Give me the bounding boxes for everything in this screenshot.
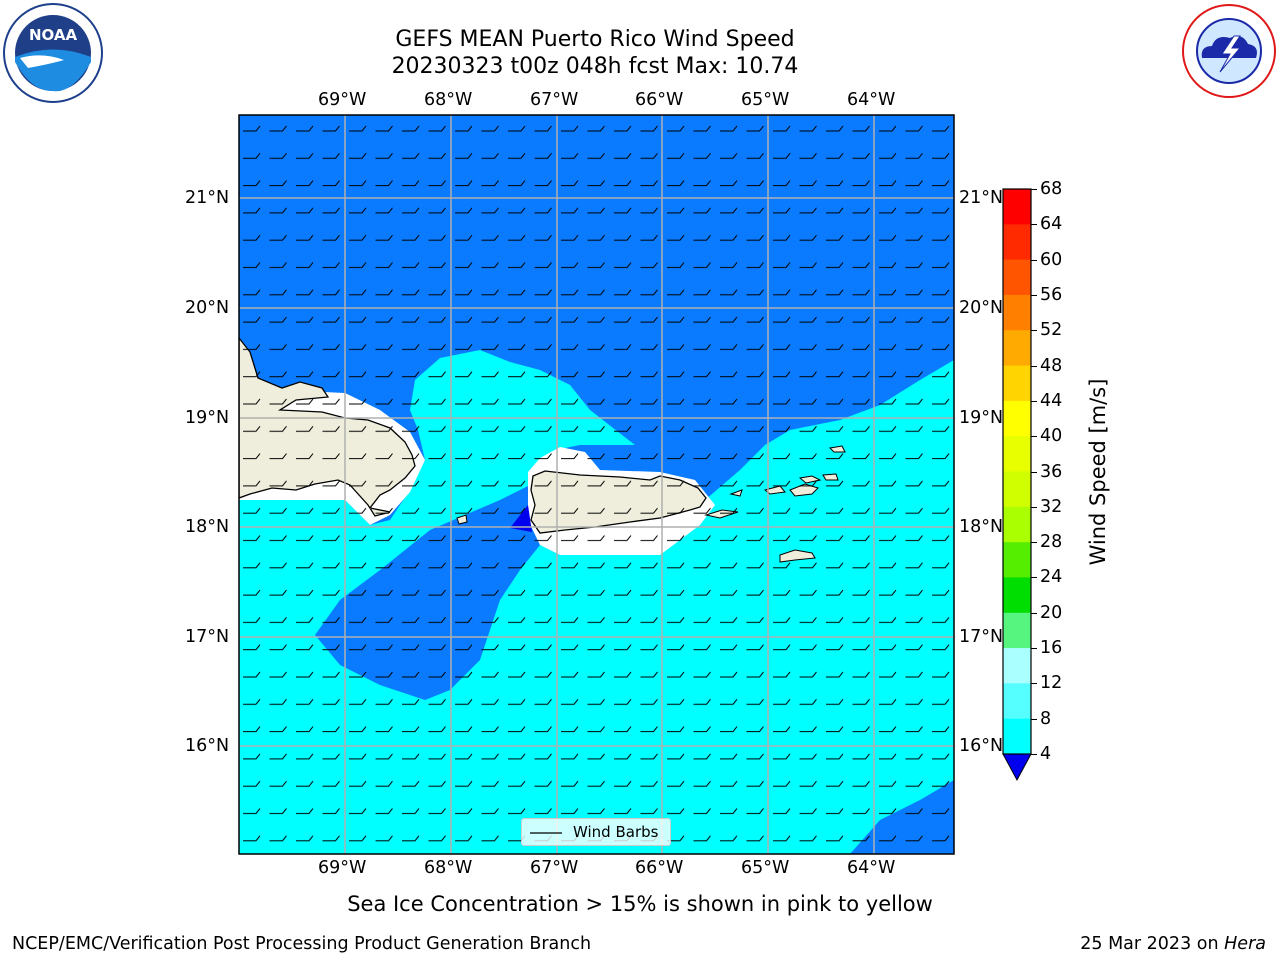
sea-ice-note: Sea Ice Concentration > 15% is shown in … [347, 892, 933, 916]
lat-label-right: 18°N [959, 517, 1004, 537]
noaa-logo-text: NOAA [29, 26, 78, 44]
colorbar-swatch [1003, 400, 1031, 437]
lon-label-bottom: 66°W [635, 858, 684, 878]
colorbar-tick-label: 24 [1040, 567, 1063, 588]
lat-label-right: 16°N [959, 736, 1004, 756]
colorbar-tick-mark [1031, 471, 1037, 473]
colorbar-swatch [1003, 436, 1031, 472]
colorbar-tick-mark [1031, 683, 1037, 685]
lon-label-bottom: 67°W [530, 858, 579, 878]
lon-label-top: 64°W [847, 90, 896, 110]
nws-logo-icon [1178, 2, 1280, 100]
lon-label-top: 69°W [318, 90, 367, 110]
noaa-logo-icon: NOAA [2, 2, 104, 104]
lon-label-bottom: 64°W [847, 858, 896, 878]
colorbar-tick-label: 48 [1040, 355, 1063, 376]
run-date-text: 25 Mar 2023 on [1080, 934, 1219, 954]
lat-label-right: 17°N [959, 627, 1004, 647]
colorbar-tick-mark [1031, 224, 1037, 226]
colorbar-tick-label: 16 [1040, 638, 1063, 659]
lat-label-left: 17°N [185, 627, 230, 647]
colorbar-tick-mark [1031, 365, 1037, 367]
lat-label-left: 21°N [185, 188, 230, 208]
colorbar-tick-mark [1031, 754, 1037, 755]
lat-label-left: 20°N [185, 298, 230, 318]
lat-label-right: 19°N [959, 408, 1004, 428]
lon-label-top: 65°W [741, 90, 790, 110]
lon-label-top: 67°W [530, 90, 579, 110]
lat-label-right: 21°N [959, 188, 1004, 208]
legend-label: Wind Barbs [573, 823, 659, 841]
colorbar-label: Wind Speed [m/s] [1086, 378, 1110, 566]
colorbar-swatch [1003, 259, 1031, 296]
colorbar-tick-mark [1031, 718, 1037, 720]
colorbar-tick-label: 64 [1040, 214, 1063, 235]
colorbar-tick-mark [1031, 436, 1037, 438]
chart-title: GEFS MEAN Puerto Rico Wind Speed [395, 27, 795, 52]
lat-label-left: 18°N [185, 517, 230, 537]
colorbar-swatch [1003, 577, 1031, 614]
colorbar-tick-mark [1031, 294, 1037, 296]
colorbar-tick-label: 52 [1040, 320, 1063, 341]
wind-barb-legend-icon [530, 832, 562, 834]
colorbar-tick-label: 12 [1040, 673, 1063, 694]
graticule [239, 115, 954, 854]
branch-credit: NCEP/EMC/Verification Post Processing Pr… [12, 934, 592, 954]
colorbar [1000, 186, 1034, 784]
wind-barbs [239, 115, 954, 854]
colorbar-tick-label: 8 [1040, 708, 1052, 729]
lat-label-right: 20°N [959, 298, 1004, 318]
colorbar-tick-label: 4 [1040, 744, 1052, 764]
colorbar-swatch [1003, 542, 1031, 578]
colorbar-tick-label: 60 [1040, 249, 1063, 270]
machine-name: Hera [1224, 934, 1266, 954]
colorbar-swatch [1003, 683, 1031, 720]
colorbar-tick-label: 28 [1040, 532, 1063, 553]
colorbar-tick-label: 40 [1040, 426, 1063, 447]
colorbar-tick-mark [1031, 259, 1037, 261]
colorbar-swatch [1003, 506, 1031, 543]
lon-label-top: 68°W [424, 90, 473, 110]
colorbar-tick-mark [1031, 577, 1037, 579]
colorbar-tick-mark [1031, 612, 1037, 614]
wind-barbs-legend: Wind Barbs [521, 818, 671, 846]
colorbar-swatch [1003, 648, 1031, 684]
colorbar-tick-mark [1031, 330, 1037, 332]
colorbar-extend-min [1002, 753, 1032, 782]
colorbar-tick-label: 32 [1040, 496, 1063, 517]
lat-label-left: 19°N [185, 408, 230, 428]
lon-label-bottom: 68°W [424, 858, 473, 878]
colorbar-swatch [1003, 330, 1031, 367]
colorbar-tick-label: 20 [1040, 602, 1063, 623]
colorbar-tick-mark [1031, 542, 1037, 544]
lon-label-bottom: 65°W [741, 858, 790, 878]
colorbar-tick-mark [1031, 506, 1037, 508]
colorbar-tick-label: 68 [1040, 179, 1063, 199]
colorbar-swatch [1003, 294, 1031, 331]
colorbar-swatch [1003, 224, 1031, 261]
colorbar-tick-mark [1031, 400, 1037, 402]
colorbar-swatch [1003, 365, 1031, 402]
colorbar-tick-label: 36 [1040, 461, 1063, 482]
colorbar-tick-mark [1031, 648, 1037, 650]
colorbar-swatch [1003, 471, 1031, 508]
lat-label-left: 16°N [185, 736, 230, 756]
map-frame [238, 114, 955, 855]
lon-label-bottom: 69°W [318, 858, 367, 878]
colorbar-swatch [1003, 189, 1031, 225]
run-date: 25 Mar 2023 on Hera [1080, 934, 1266, 954]
colorbar-swatch [1003, 612, 1031, 649]
colorbar-tick-label: 44 [1040, 390, 1063, 411]
colorbar-tick-mark [1031, 189, 1037, 190]
colorbar-tick-label: 56 [1040, 284, 1063, 305]
chart-subtitle: 20230323 t00z 048h fcst Max: 10.74 [391, 54, 799, 79]
colorbar-swatch [1003, 718, 1031, 755]
lon-label-top: 66°W [635, 90, 684, 110]
